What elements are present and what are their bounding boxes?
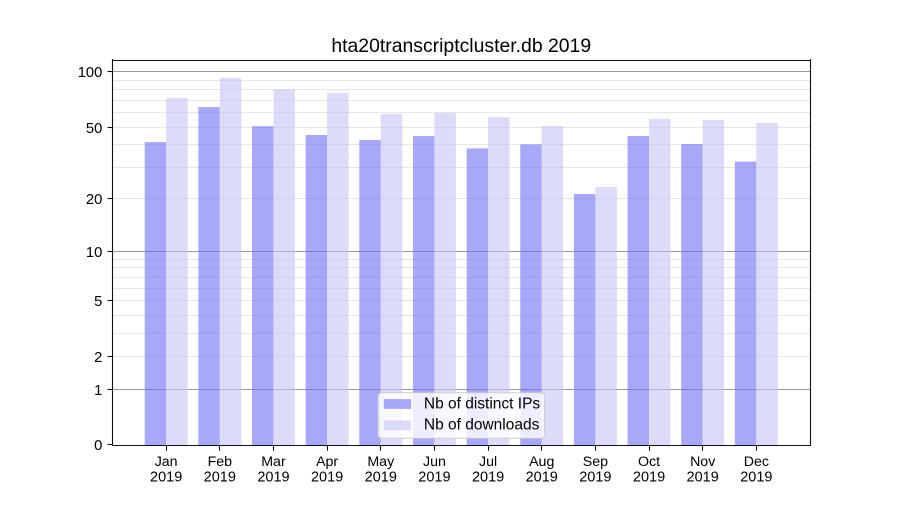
svg-text:Nb of downloads: Nb of downloads	[424, 417, 540, 434]
svg-text:2019: 2019	[204, 469, 236, 485]
svg-text:1: 1	[94, 383, 102, 399]
svg-text:0: 0	[94, 438, 102, 454]
svg-text:May: May	[367, 454, 395, 470]
svg-text:Mar: Mar	[261, 454, 286, 470]
svg-text:Jul: Jul	[479, 454, 497, 470]
svg-text:2019: 2019	[687, 469, 719, 485]
svg-text:2019: 2019	[311, 469, 343, 485]
svg-text:2019: 2019	[633, 469, 665, 485]
svg-text:50: 50	[86, 121, 102, 137]
svg-text:2019: 2019	[257, 469, 289, 485]
svg-text:Aug: Aug	[529, 454, 554, 470]
svg-text:5: 5	[94, 294, 102, 310]
svg-text:2019: 2019	[740, 469, 772, 485]
svg-text:Feb: Feb	[208, 454, 233, 470]
svg-text:2019: 2019	[418, 469, 450, 485]
svg-text:2: 2	[94, 350, 102, 366]
svg-text:2019: 2019	[150, 469, 182, 485]
svg-text:Dec: Dec	[744, 454, 769, 470]
svg-text:2019: 2019	[579, 469, 611, 485]
svg-text:2019: 2019	[365, 469, 397, 485]
svg-text:100: 100	[78, 65, 103, 81]
svg-text:10: 10	[86, 245, 102, 261]
svg-text:Jan: Jan	[155, 454, 178, 470]
svg-text:Sep: Sep	[583, 454, 608, 470]
svg-text:20: 20	[86, 192, 102, 208]
svg-text:Nov: Nov	[690, 454, 716, 470]
svg-text:Oct: Oct	[638, 454, 660, 470]
svg-text:2019: 2019	[526, 469, 558, 485]
svg-text:Jun: Jun	[423, 454, 446, 470]
svg-text:Apr: Apr	[316, 454, 338, 470]
svg-text:2019: 2019	[472, 469, 504, 485]
svg-text:hta20transcriptcluster.db 2019: hta20transcriptcluster.db 2019	[331, 35, 591, 57]
svg-text:Nb of distinct IPs: Nb of distinct IPs	[424, 396, 541, 413]
